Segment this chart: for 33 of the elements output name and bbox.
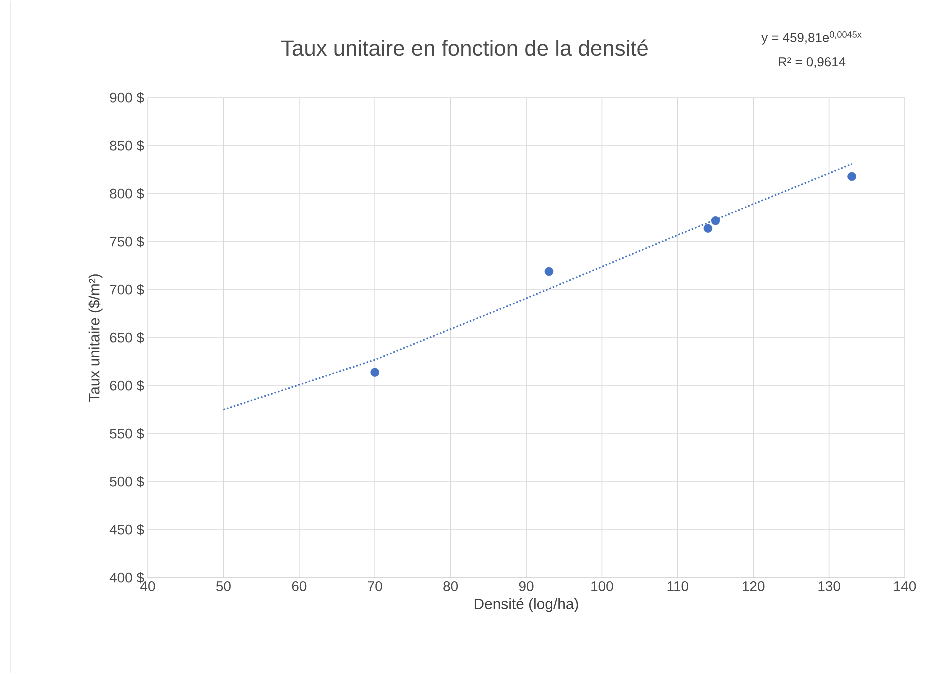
x-axis-title: Densité (log/ha): [474, 598, 578, 612]
x-tick-label: 120: [743, 581, 765, 592]
text: R² = 0,9614: [779, 58, 846, 68]
x-tick-label: 130: [818, 581, 840, 592]
x-tick-label: 90: [519, 581, 534, 592]
y-tick-label: 700 $: [110, 284, 144, 296]
y-tick-label: 550 $: [110, 428, 144, 440]
x-tick-label: 60: [292, 581, 307, 592]
y-tick-label: 900 $: [110, 92, 144, 104]
line-series: [222, 163, 853, 411]
y-tick-label: 650 $: [110, 332, 144, 344]
point: [704, 224, 713, 233]
x-tick-label: 100: [592, 581, 614, 592]
x-tick-label: 50: [216, 581, 231, 592]
y-tick-label: 850 $: [110, 140, 144, 152]
point: [848, 172, 856, 182]
y-tick-label: 450 $: [110, 524, 144, 536]
x-tick-label: 40: [140, 581, 156, 592]
y-tick-label: 750 $: [110, 236, 144, 248]
point: [370, 368, 380, 377]
y-axis-title: Taux unitaire ($/m²): [88, 274, 103, 402]
chart-title: Taux unitaire en fonction de la densité: [282, 40, 648, 56]
x-tick-label: 110: [668, 581, 688, 592]
text: y = 459,81e$^{0,0045x}$: [762, 32, 862, 45]
x-tick-label: 140: [894, 581, 916, 592]
y-tick-label: 800 $: [110, 188, 144, 200]
x-tick-label: 70: [368, 581, 382, 592]
y-tick-label: 400 $: [110, 572, 144, 584]
point: [711, 216, 720, 226]
point: [544, 267, 554, 276]
y-tick-label: 600 $: [110, 380, 144, 392]
y-tick-label: 500 $: [110, 476, 144, 488]
x-tick-label: 80: [444, 581, 458, 592]
